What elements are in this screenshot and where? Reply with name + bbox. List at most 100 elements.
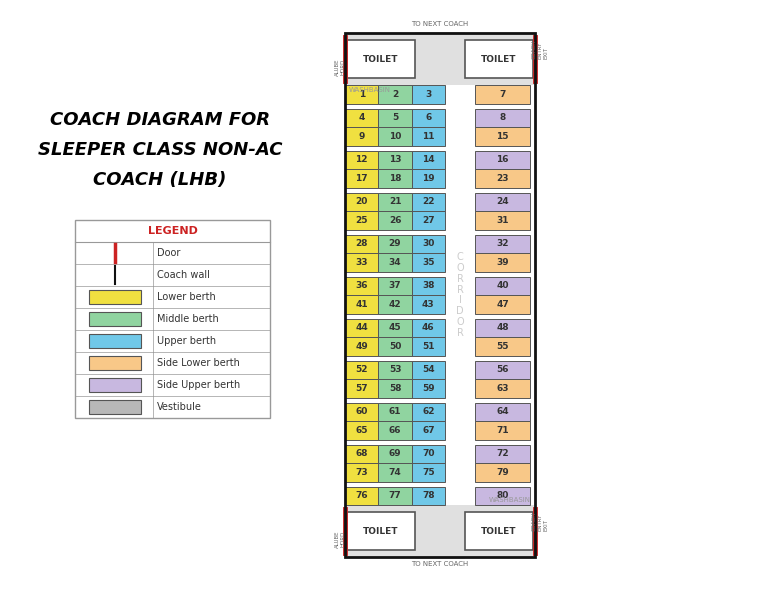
Bar [345, 487, 378, 505]
Bar [411, 150, 445, 169]
Bar [345, 211, 378, 230]
Bar [378, 127, 411, 146]
Text: Side Lower berth: Side Lower berth [157, 358, 240, 368]
Text: 22: 22 [422, 197, 434, 206]
Text: COACH
ENTRY
EXIT: COACH ENTRY EXIT [531, 512, 548, 531]
Text: 79: 79 [496, 468, 509, 477]
Bar [378, 109, 411, 127]
Text: 31: 31 [496, 216, 509, 225]
Text: 57: 57 [355, 384, 368, 393]
Text: 33: 33 [355, 258, 368, 267]
Bar [345, 109, 378, 127]
Text: 73: 73 [355, 468, 368, 477]
Bar [345, 319, 378, 337]
Text: 15: 15 [496, 132, 509, 141]
Text: 48: 48 [496, 323, 509, 332]
Text: 60: 60 [355, 407, 368, 417]
Bar [411, 109, 445, 127]
Text: 78: 78 [422, 491, 434, 500]
Bar [378, 211, 411, 230]
Bar [411, 487, 445, 505]
Bar [345, 150, 378, 169]
Bar [378, 421, 411, 440]
Text: 34: 34 [388, 258, 401, 267]
Text: 6: 6 [425, 113, 431, 122]
Text: ALUBE
HORD: ALUBE HORD [335, 531, 345, 549]
Text: 55: 55 [496, 342, 509, 350]
Bar [475, 169, 530, 188]
Bar [378, 295, 411, 313]
Bar [475, 295, 530, 313]
Bar [378, 192, 411, 211]
Text: WASHBASIN: WASHBASIN [349, 87, 391, 93]
Bar [89, 378, 141, 392]
Bar [411, 360, 445, 379]
Text: 2: 2 [392, 90, 398, 99]
Bar [475, 234, 530, 253]
Text: 43: 43 [422, 300, 434, 309]
Text: 63: 63 [496, 384, 509, 393]
Text: 32: 32 [496, 240, 509, 248]
Text: 70: 70 [422, 449, 434, 458]
Bar [411, 463, 445, 481]
Bar [378, 402, 411, 421]
Text: 19: 19 [422, 173, 434, 183]
Text: WASHBASIN: WASHBASIN [489, 497, 531, 503]
Bar [378, 337, 411, 356]
Bar [345, 234, 378, 253]
Text: 69: 69 [388, 449, 401, 458]
Bar [475, 319, 530, 337]
Text: LEGEND: LEGEND [148, 226, 198, 236]
Bar [475, 487, 530, 505]
Bar [475, 379, 530, 398]
Text: 44: 44 [355, 323, 368, 332]
Text: 11: 11 [422, 132, 434, 141]
Text: C
O
R
R
I
D
O
R: C O R R I D O R [456, 252, 464, 338]
Bar [378, 150, 411, 169]
Text: 51: 51 [422, 342, 434, 350]
Text: 12: 12 [355, 155, 368, 164]
Text: Upper berth: Upper berth [157, 336, 216, 346]
Text: TOILET: TOILET [363, 526, 399, 536]
Text: 20: 20 [355, 197, 368, 206]
Text: 1: 1 [358, 90, 365, 99]
Text: TOILET: TOILET [481, 54, 517, 64]
Bar [345, 463, 378, 481]
Bar [475, 127, 530, 146]
Text: 46: 46 [422, 323, 434, 332]
Text: 26: 26 [389, 216, 401, 225]
Text: 50: 50 [389, 342, 401, 350]
Text: TOILET: TOILET [481, 526, 517, 536]
Bar [415, 31, 465, 34]
Bar [345, 402, 378, 421]
Text: 76: 76 [355, 491, 368, 500]
Text: COACH (LHB): COACH (LHB) [93, 171, 227, 189]
Text: Vestibule: Vestibule [157, 402, 202, 412]
Bar [345, 337, 378, 356]
Bar [475, 444, 530, 463]
Bar [345, 277, 378, 295]
Text: 13: 13 [389, 155, 401, 164]
Text: TOILET: TOILET [363, 54, 399, 64]
Bar [345, 169, 378, 188]
Text: 75: 75 [422, 468, 434, 477]
Text: 41: 41 [355, 300, 368, 309]
Bar [89, 400, 141, 414]
Bar [411, 379, 445, 398]
Bar [411, 402, 445, 421]
Bar [475, 85, 530, 103]
Text: 77: 77 [388, 491, 401, 500]
Bar [411, 85, 445, 103]
Text: 24: 24 [496, 197, 509, 206]
Text: COACH DIAGRAM FOR: COACH DIAGRAM FOR [50, 111, 270, 129]
Text: 8: 8 [499, 113, 506, 122]
Bar [411, 253, 445, 271]
Bar [465, 40, 533, 78]
Bar [475, 192, 530, 211]
Text: Door: Door [157, 248, 181, 258]
Bar [475, 360, 530, 379]
Bar [475, 337, 530, 356]
Bar [378, 85, 411, 103]
Bar [411, 277, 445, 295]
Text: 36: 36 [355, 281, 368, 290]
